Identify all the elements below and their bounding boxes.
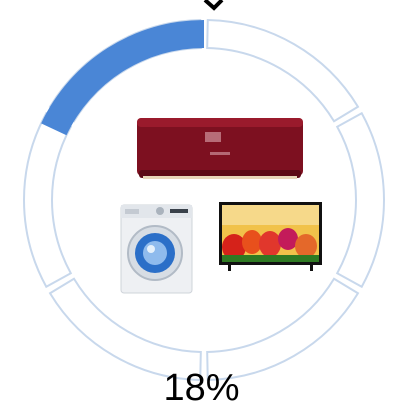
air-conditioner-icon [137,118,303,179]
ring-track-segment [206,277,360,381]
ring-track-segment [335,111,385,289]
progress-arc [41,20,204,136]
ring-track-segment [23,111,73,289]
ring-track-segment [206,19,360,123]
washing-machine-icon [120,204,193,294]
percent-label: 18% [163,367,240,409]
television-icon [219,202,322,271]
clipped-character [203,0,224,11]
ring-track-segment [48,277,202,381]
